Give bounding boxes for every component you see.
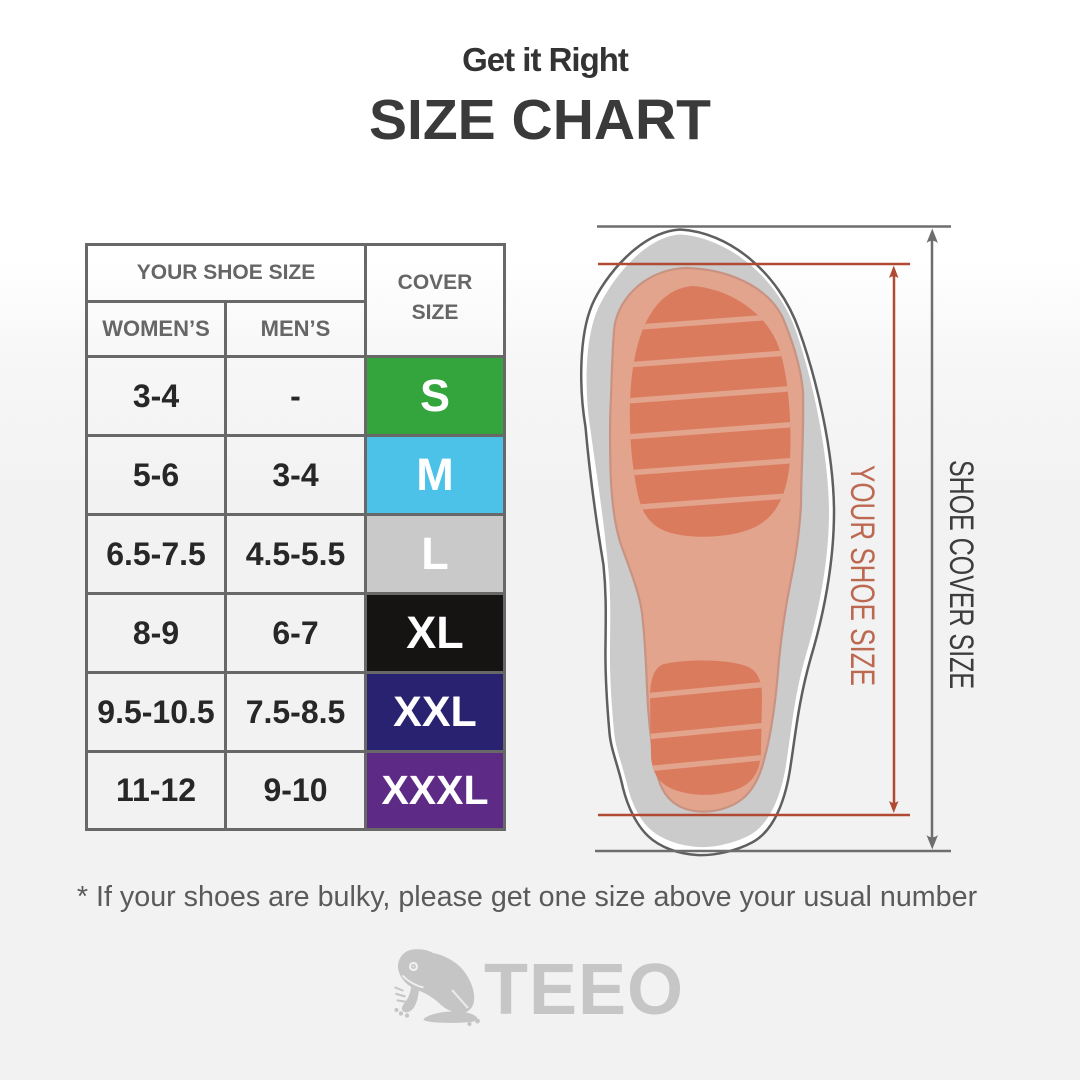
svg-text:SHOE COVER SIZE: SHOE COVER SIZE xyxy=(942,460,980,689)
svg-text:YOUR SHOE SIZE: YOUR SHOE SIZE xyxy=(843,465,881,686)
